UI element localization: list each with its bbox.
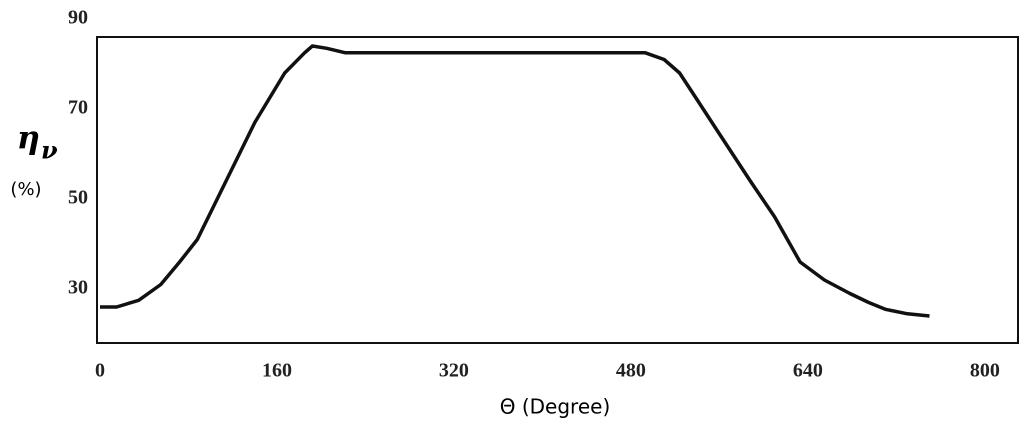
y-tick-label: 70 <box>68 97 88 119</box>
x-tick-label: 640 <box>793 360 823 382</box>
y-unit: (%) <box>10 179 41 200</box>
y-tick-label: 90 <box>68 7 88 29</box>
y-tick-label: 50 <box>68 187 88 209</box>
y-tick-label: 30 <box>68 277 88 299</box>
x-tick-label: 160 <box>262 360 292 382</box>
x-tick-label: 800 <box>970 360 1000 382</box>
x-label: Θ (Degree) <box>500 395 611 419</box>
x-tick-label: 0 <box>95 360 105 382</box>
y-label-sub: ν <box>41 136 58 165</box>
x-tick-label: 480 <box>616 360 646 382</box>
y-label: η <box>17 119 40 157</box>
plot-frame <box>96 36 1019 344</box>
data-line <box>100 44 930 318</box>
x-tick-label: 320 <box>439 360 469 382</box>
